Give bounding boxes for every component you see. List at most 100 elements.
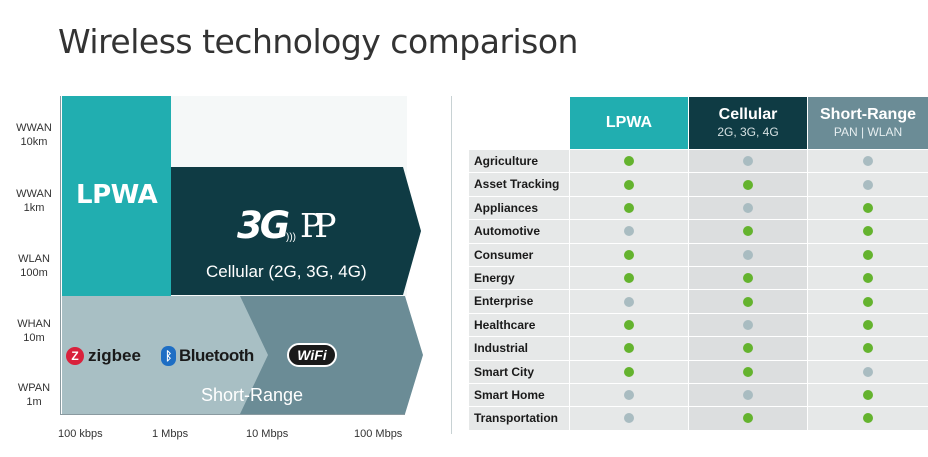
- table-row: Smart City: [469, 360, 928, 384]
- y-label-wwan-10km: WWAN 10km: [16, 122, 52, 148]
- table-cell: [570, 196, 688, 220]
- supported-dot: [743, 179, 753, 190]
- supported-dot: [743, 273, 753, 284]
- supported-dot: [624, 202, 634, 213]
- x-label-100mbps: 100 Mbps: [354, 428, 403, 440]
- y-label-whan-10m: WHAN 10m: [17, 318, 51, 344]
- supported-dot: [863, 390, 873, 401]
- 3gpp-logo: 3G: [237, 204, 290, 247]
- table-header-cellular: Cellular 2G, 3G, 4G: [689, 97, 807, 149]
- zigbee-label: zigbee: [88, 346, 141, 365]
- supported-dot: [863, 343, 873, 354]
- row-label: Automotive: [469, 220, 569, 243]
- y-label-wpan-1m: WPAN 1m: [17, 382, 51, 408]
- supported-dot: [624, 319, 634, 330]
- section-divider: [451, 96, 452, 434]
- supported-dot: [624, 273, 634, 284]
- table-cell: [689, 173, 807, 196]
- table-cell: [689, 383, 807, 407]
- table-cell: [689, 360, 807, 383]
- table-cell: [689, 266, 807, 290]
- supported-dot: [863, 273, 873, 284]
- wifi-logo: WiFi: [287, 343, 337, 367]
- row-label: Consumer: [469, 243, 569, 266]
- supported-dot: [863, 319, 873, 330]
- lpwa-label: LPWA: [76, 180, 158, 210]
- unsupported-dot: [624, 226, 634, 237]
- table-row: Asset Tracking: [469, 173, 928, 197]
- row-label: Transportation: [469, 407, 569, 430]
- table-cell: [689, 313, 807, 337]
- unsupported-dot: [624, 413, 634, 424]
- table-cell: [808, 290, 928, 313]
- page-title: Wireless technology comparison: [58, 22, 578, 61]
- supported-dot: [863, 226, 873, 237]
- table-cell: [570, 383, 688, 407]
- table-header-lpwa: LPWA: [570, 97, 688, 149]
- table-cell: [808, 196, 928, 220]
- x-label-1mbps: 1 Mbps: [152, 428, 189, 440]
- table-row: Enterprise: [469, 290, 928, 314]
- table-cell: [570, 243, 688, 266]
- table-cell: [570, 407, 688, 430]
- supported-dot: [863, 296, 873, 307]
- row-label: Asset Tracking: [469, 173, 569, 196]
- zigbee-icon: Z: [66, 347, 84, 365]
- lpwa-region: [62, 96, 171, 296]
- table-row: Industrial: [469, 337, 928, 361]
- table-cell: [570, 290, 688, 313]
- table-cell: [808, 243, 928, 266]
- zigbee-logo: Z zigbee: [66, 346, 141, 366]
- table-row: Healthcare: [469, 313, 928, 338]
- table-row: Transportation: [469, 407, 928, 431]
- row-label: Appliances: [469, 196, 569, 220]
- table-cell: [570, 337, 688, 360]
- table-cell: [689, 196, 807, 220]
- supported-dot: [624, 343, 634, 354]
- x-axis-line: [60, 414, 405, 415]
- table-cell: [689, 220, 807, 243]
- table-cell: [689, 243, 807, 266]
- row-label: Healthcare: [469, 313, 569, 337]
- supported-dot: [743, 413, 753, 424]
- x-label-100kbps: 100 kbps: [58, 428, 103, 440]
- supported-dot: [863, 413, 873, 424]
- table-cell: [570, 266, 688, 290]
- table-cell: [570, 220, 688, 243]
- table-row: Energy: [469, 266, 928, 291]
- table-row: Agriculture: [469, 150, 928, 174]
- supported-dot: [624, 156, 634, 167]
- table-cell: [570, 360, 688, 383]
- short-range-label: Short-Range: [201, 385, 304, 405]
- bluetooth-icon: ᛒ: [161, 346, 176, 366]
- bluetooth-logo: ᛒ Bluetooth: [161, 346, 254, 366]
- row-label: Smart Home: [469, 383, 569, 407]
- y-label-wwan-1km: WWAN 1km: [16, 188, 52, 214]
- table-cell: [689, 407, 807, 430]
- table-row: Automotive: [469, 220, 928, 244]
- unsupported-dot: [743, 319, 753, 330]
- supported-dot: [624, 366, 634, 377]
- signal-icon: ))): [286, 232, 296, 243]
- table-cell: [689, 337, 807, 360]
- supported-dot: [743, 366, 753, 377]
- table-cell: [808, 360, 928, 383]
- unsupported-dot: [863, 179, 873, 190]
- table-cell: [808, 220, 928, 243]
- unsupported-dot: [624, 296, 634, 307]
- cellular-region: [171, 167, 421, 295]
- table-cell: [808, 266, 928, 290]
- table-cell: [689, 290, 807, 313]
- table-row: Smart Home: [469, 383, 928, 408]
- unsupported-dot: [863, 366, 873, 377]
- table-cell: [689, 150, 807, 173]
- row-label: Agriculture: [469, 150, 569, 173]
- cellular-label: Cellular (2G, 3G, 4G): [206, 262, 367, 281]
- row-label: Smart City: [469, 360, 569, 383]
- row-label: Industrial: [469, 337, 569, 360]
- table-row: Appliances: [469, 196, 928, 221]
- unsupported-dot: [863, 156, 873, 167]
- y-axis-line: [60, 96, 61, 414]
- y-label-wlan-100m: WLAN 100m: [18, 253, 50, 279]
- supported-dot: [743, 226, 753, 237]
